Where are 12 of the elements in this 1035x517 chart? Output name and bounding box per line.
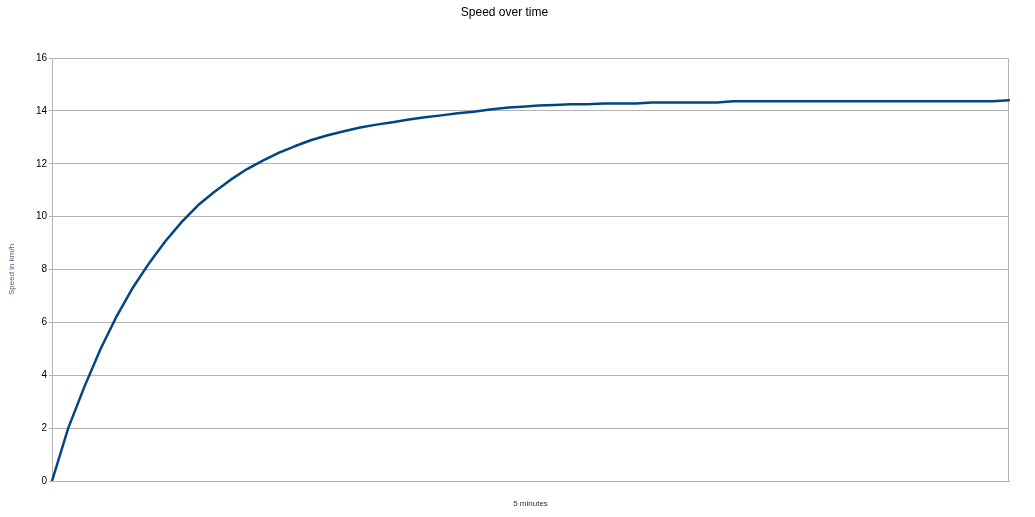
y-tick-label: 4 (41, 369, 48, 380)
y-tick-label: 6 (41, 316, 48, 328)
y-tick-label: 8 (41, 263, 48, 275)
y-tick-label: 12 (35, 157, 48, 169)
x-axis-title: 5 minutes (513, 499, 548, 509)
y-tick-label: 16 (35, 51, 48, 63)
y-axis-title: Speed in km/h (7, 243, 16, 296)
y-tick-label: 10 (35, 210, 48, 222)
y-tick-label: 14 (35, 104, 48, 116)
y-tick-label: 2 (41, 421, 48, 433)
y-tick-label: 0 (41, 474, 48, 486)
chart-title: Speed over time (460, 4, 549, 19)
